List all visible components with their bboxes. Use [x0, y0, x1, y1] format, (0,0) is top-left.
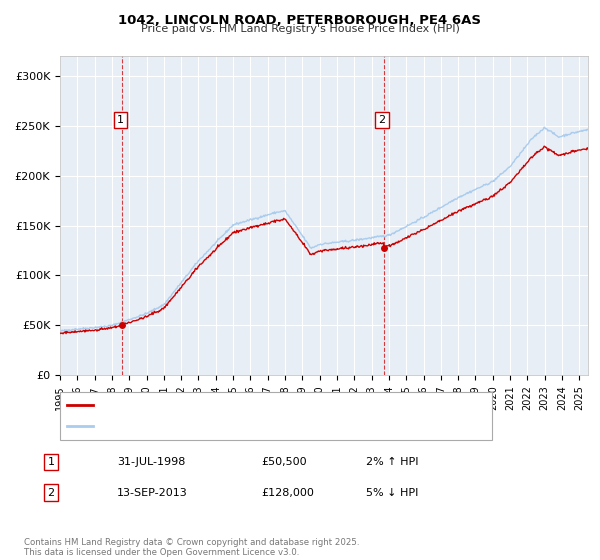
Text: 2% ↑ HPI: 2% ↑ HPI [366, 457, 419, 467]
Text: £128,000: £128,000 [261, 488, 314, 498]
Text: 5% ↓ HPI: 5% ↓ HPI [366, 488, 418, 498]
Text: 2: 2 [379, 115, 386, 125]
Text: HPI: Average price, semi-detached house, City of Peterborough: HPI: Average price, semi-detached house,… [96, 421, 425, 431]
Text: 31-JUL-1998: 31-JUL-1998 [117, 457, 185, 467]
Text: 1: 1 [117, 115, 124, 125]
Text: 13-SEP-2013: 13-SEP-2013 [117, 488, 188, 498]
Text: Contains HM Land Registry data © Crown copyright and database right 2025.
This d: Contains HM Land Registry data © Crown c… [24, 538, 359, 557]
Text: 1: 1 [47, 457, 55, 467]
Text: Price paid vs. HM Land Registry's House Price Index (HPI): Price paid vs. HM Land Registry's House … [140, 24, 460, 34]
Text: 2: 2 [47, 488, 55, 498]
Text: 1042, LINCOLN ROAD, PETERBOROUGH, PE4 6AS: 1042, LINCOLN ROAD, PETERBOROUGH, PE4 6A… [119, 14, 482, 27]
Text: £50,500: £50,500 [261, 457, 307, 467]
Text: 1042, LINCOLN ROAD, PETERBOROUGH, PE4 6AS (semi-detached house): 1042, LINCOLN ROAD, PETERBOROUGH, PE4 6A… [96, 400, 475, 410]
